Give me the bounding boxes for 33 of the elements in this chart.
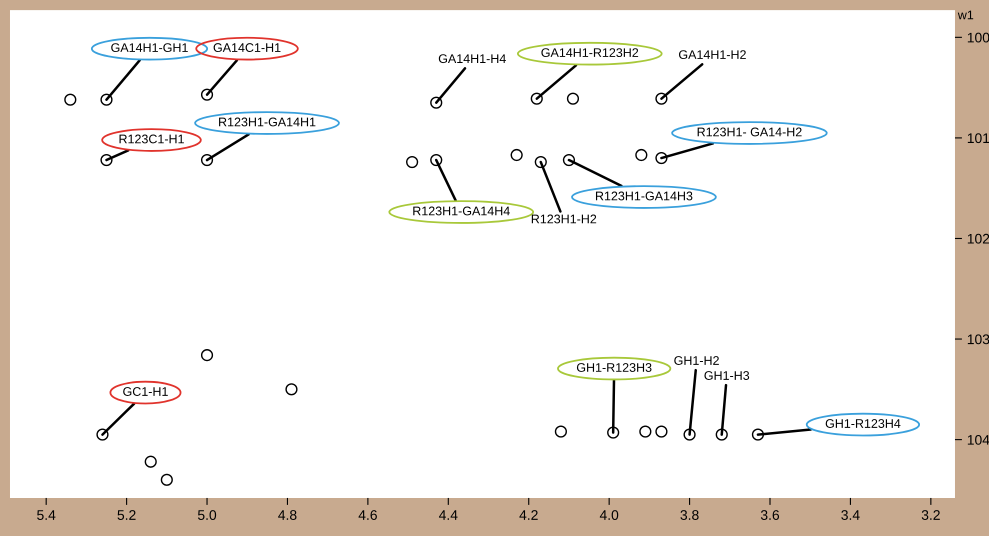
annotation: GH1-R123H4 xyxy=(826,419,900,428)
annotation: GA14H1-GH1 xyxy=(111,43,188,52)
annotation: R123C1-H1 xyxy=(120,134,184,144)
y-tick-label: 100 xyxy=(968,32,989,43)
x-tick-label: 3.6 xyxy=(760,510,780,520)
x-tick-label: 4.4 xyxy=(438,510,458,520)
x-tick-label: 3.8 xyxy=(680,510,699,520)
x-tick-label: 4.8 xyxy=(278,510,297,520)
annotation: R123H1- GA14-H2 xyxy=(698,128,802,136)
x-tick-label: 5.2 xyxy=(118,510,136,520)
annotation: R123H1-H2 xyxy=(532,214,596,224)
x-tick-label: 3.4 xyxy=(841,510,860,520)
x-tick-label: 4.0 xyxy=(600,510,618,520)
x-tick-label: 4.6 xyxy=(358,510,377,520)
annotation: GH1-H2 xyxy=(674,356,719,365)
x-tick-label: 5.0 xyxy=(198,510,216,520)
y-tick-label: 102 xyxy=(968,234,989,244)
annotation: R123H1-GA14H1 xyxy=(219,118,316,126)
annotation: GC1-H1 xyxy=(123,387,168,396)
y-tick-label: 103 xyxy=(968,334,989,344)
x-tick-label: 3.2 xyxy=(922,510,940,520)
annotation: R123H1-GA14H3 xyxy=(596,192,692,200)
annotation: GH1-H3 xyxy=(704,371,750,380)
y-axis-title: w1 xyxy=(958,10,974,20)
x-tick-label: 5.4 xyxy=(37,510,56,520)
annotation: GA14C1-H1 xyxy=(214,43,280,52)
y-tick-label: 101 xyxy=(968,133,989,144)
annotation: GH1-R123H3 xyxy=(576,363,652,372)
annotation: GA14H1-H2 xyxy=(679,50,746,60)
x-tick-label: 4.2 xyxy=(519,510,538,520)
annotation: R123H1-GA14H4 xyxy=(413,206,510,216)
annotation: GA14H1-R123H2 xyxy=(541,48,638,58)
annotation: GA14H1-H4 xyxy=(438,54,506,64)
